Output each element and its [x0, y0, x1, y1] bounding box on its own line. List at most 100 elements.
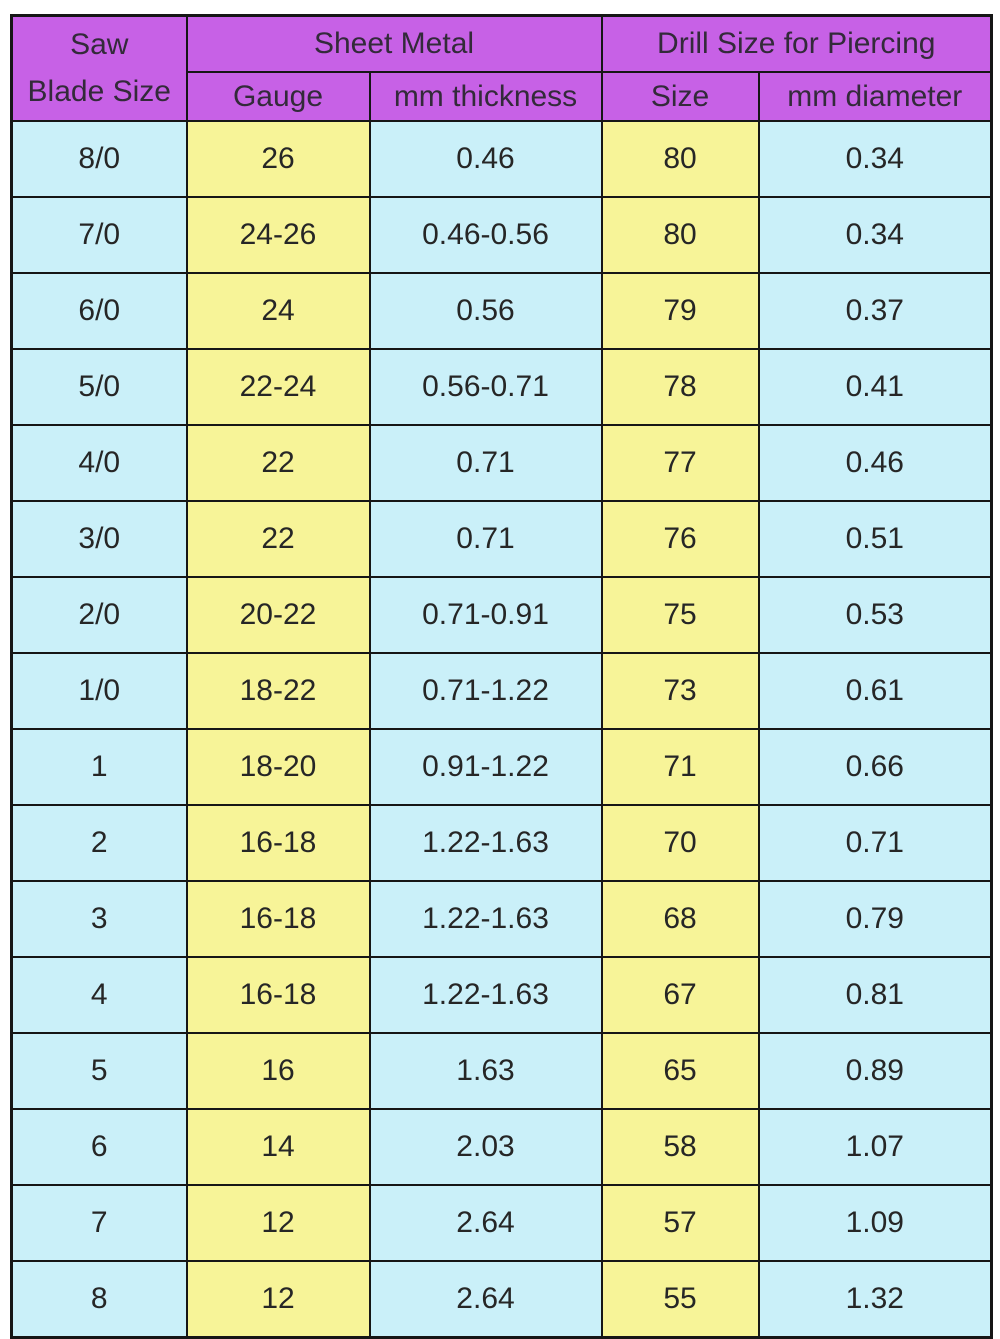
cell-size: 67 — [600, 956, 760, 1034]
table-row: 7 12 2.64 57 1.09 — [10, 1184, 993, 1262]
cell-mm-diameter: 0.37 — [757, 272, 993, 350]
table-row: 8/0 26 0.46 80 0.34 — [10, 120, 993, 198]
cell-mm-diameter: 0.46 — [757, 424, 993, 502]
cell-saw-blade-size: 5 — [10, 1032, 188, 1110]
table-row: 4/0 22 0.71 77 0.46 — [10, 424, 993, 502]
header-mm-diameter: mm diameter — [757, 71, 993, 122]
cell-mm-diameter: 0.34 — [757, 120, 993, 198]
cell-size: 68 — [600, 880, 760, 958]
cell-saw-blade-size: 7/0 — [10, 196, 188, 274]
cell-mm-diameter: 0.79 — [757, 880, 993, 958]
table-row: 5/0 22-24 0.56-0.71 78 0.41 — [10, 348, 993, 426]
cell-mm-thickness: 1.22-1.63 — [368, 956, 603, 1034]
cell-saw-blade-size: 3/0 — [10, 500, 188, 578]
cell-gauge: 26 — [185, 120, 371, 198]
header-saw-line1: Saw — [70, 28, 129, 61]
table-row: 2 16-18 1.22-1.63 70 0.71 — [10, 804, 993, 882]
cell-mm-thickness: 1.63 — [368, 1032, 603, 1110]
cell-size: 76 — [600, 500, 760, 578]
cell-mm-thickness: 0.46-0.56 — [368, 196, 603, 274]
cell-saw-blade-size: 1/0 — [10, 652, 188, 730]
table-row: 7/0 24-26 0.46-0.56 80 0.34 — [10, 196, 993, 274]
cell-saw-blade-size: 3 — [10, 880, 188, 958]
cell-size: 79 — [600, 272, 760, 350]
cell-mm-diameter: 0.51 — [757, 500, 993, 578]
cell-mm-thickness: 0.91-1.22 — [368, 728, 603, 806]
cell-saw-blade-size: 8 — [10, 1260, 188, 1339]
table-header: Saw Blade Size Sheet Metal Drill Size fo… — [10, 14, 993, 122]
cell-saw-blade-size: 1 — [10, 728, 188, 806]
table-row: 4 16-18 1.22-1.63 67 0.81 — [10, 956, 993, 1034]
cell-mm-thickness: 0.71-0.91 — [368, 576, 603, 654]
cell-mm-thickness: 0.71-1.22 — [368, 652, 603, 730]
cell-mm-thickness: 1.22-1.63 — [368, 804, 603, 882]
saw-blade-drill-size-table: Saw Blade Size Sheet Metal Drill Size fo… — [10, 14, 994, 1339]
table-row: 8 12 2.64 55 1.32 — [10, 1260, 993, 1339]
cell-size: 80 — [600, 196, 760, 274]
cell-saw-blade-size: 6 — [10, 1108, 188, 1186]
cell-gauge: 12 — [185, 1260, 371, 1339]
table-row: 1/0 18-22 0.71-1.22 73 0.61 — [10, 652, 993, 730]
cell-size: 77 — [600, 424, 760, 502]
cell-mm-diameter: 0.89 — [757, 1032, 993, 1110]
cell-mm-thickness: 0.46 — [368, 120, 603, 198]
cell-size: 75 — [600, 576, 760, 654]
table-row: 6/0 24 0.56 79 0.37 — [10, 272, 993, 350]
cell-gauge: 16-18 — [185, 804, 371, 882]
cell-mm-thickness: 0.71 — [368, 424, 603, 502]
cell-mm-thickness: 2.64 — [368, 1184, 603, 1262]
cell-gauge: 16-18 — [185, 956, 371, 1034]
cell-gauge: 22-24 — [185, 348, 371, 426]
cell-size: 57 — [600, 1184, 760, 1262]
table-body: 8/0 26 0.46 80 0.34 7/0 24-26 0.46-0.56 80 0.34 6/… — [10, 120, 993, 1339]
cell-mm-diameter: 0.81 — [757, 956, 993, 1034]
cell-saw-blade-size: 4/0 — [10, 424, 188, 502]
header-mm-thickness: mm thickness — [368, 71, 603, 122]
table-row: 3/0 22 0.71 76 0.51 — [10, 500, 993, 578]
cell-gauge: 18-22 — [185, 652, 371, 730]
cell-mm-diameter: 1.07 — [757, 1108, 993, 1186]
cell-size: 70 — [600, 804, 760, 882]
table-row: 5 16 1.63 65 0.89 — [10, 1032, 993, 1110]
cell-saw-blade-size: 5/0 — [10, 348, 188, 426]
cell-size: 58 — [600, 1108, 760, 1186]
cell-mm-diameter: 0.66 — [757, 728, 993, 806]
cell-saw-blade-size: 6/0 — [10, 272, 188, 350]
cell-gauge: 18-20 — [185, 728, 371, 806]
table-row: 2/0 20-22 0.71-0.91 75 0.53 — [10, 576, 993, 654]
page: Saw Blade Size Sheet Metal Drill Size fo… — [10, 14, 994, 1339]
header-sheet-metal: Sheet Metal — [185, 14, 603, 73]
cell-mm-diameter: 1.32 — [757, 1260, 993, 1339]
header-saw-line2: Blade Size — [27, 74, 171, 108]
cell-mm-diameter: 0.71 — [757, 804, 993, 882]
cell-gauge: 16-18 — [185, 880, 371, 958]
cell-size: 73 — [600, 652, 760, 730]
cell-mm-thickness: 1.22-1.63 — [368, 880, 603, 958]
table-row: 1 18-20 0.91-1.22 71 0.66 — [10, 728, 993, 806]
cell-size: 71 — [600, 728, 760, 806]
cell-mm-thickness: 2.64 — [368, 1260, 603, 1339]
header-sub-row: Gauge mm thickness Size mm diameter — [12, 71, 993, 122]
header-gauge: Gauge — [185, 71, 371, 122]
cell-mm-diameter: 0.41 — [757, 348, 993, 426]
cell-saw-blade-size: 4 — [10, 956, 188, 1034]
cell-saw-blade-size: 7 — [10, 1184, 188, 1262]
cell-gauge: 16 — [185, 1032, 371, 1110]
cell-size: 80 — [600, 120, 760, 198]
cell-gauge: 22 — [185, 500, 371, 578]
cell-mm-diameter: 1.09 — [757, 1184, 993, 1262]
cell-saw-blade-size: 2/0 — [10, 576, 188, 654]
cell-mm-thickness: 0.71 — [368, 500, 603, 578]
table-row: 3 16-18 1.22-1.63 68 0.79 — [10, 880, 993, 958]
cell-gauge: 24-26 — [185, 196, 371, 274]
cell-mm-diameter: 0.34 — [757, 196, 993, 274]
header-group-row: Saw Blade Size Sheet Metal Drill Size fo… — [10, 14, 993, 122]
cell-size: 65 — [600, 1032, 760, 1110]
cell-gauge: 14 — [185, 1108, 371, 1186]
cell-saw-blade-size: 2 — [10, 804, 188, 882]
header-size: Size — [600, 71, 760, 122]
cell-gauge: 22 — [185, 424, 371, 502]
cell-gauge: 20-22 — [185, 576, 371, 654]
header-saw-blade-size: Saw Blade Size — [10, 14, 188, 122]
table-row: 6 14 2.03 58 1.07 — [10, 1108, 993, 1186]
